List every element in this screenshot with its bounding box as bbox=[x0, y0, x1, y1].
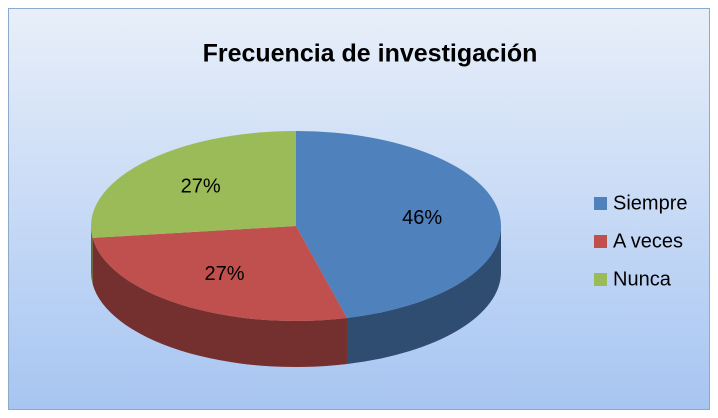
pie-sides bbox=[91, 226, 501, 368]
data-label: 27% bbox=[181, 175, 221, 197]
side-shade bbox=[92, 237, 347, 368]
pie-slice bbox=[92, 226, 347, 322]
legend: Siempre A veces Nunca bbox=[594, 192, 687, 290]
side-shade bbox=[346, 226, 501, 365]
chart-title: Frecuencia de investigación bbox=[203, 40, 538, 68]
side-shade bbox=[91, 226, 93, 284]
pie-tops bbox=[91, 130, 502, 322]
data-labels: 46% 27% 27% bbox=[181, 175, 443, 285]
pie-side bbox=[346, 226, 501, 365]
legend-label: Siempre bbox=[613, 192, 687, 214]
pie-slice bbox=[296, 131, 502, 319]
pie-side bbox=[91, 226, 93, 284]
legend-label: Nunca bbox=[613, 268, 672, 290]
legend-label: A veces bbox=[613, 230, 683, 252]
pie-side bbox=[92, 237, 347, 368]
data-label: 27% bbox=[205, 263, 245, 285]
legend-swatch bbox=[594, 235, 607, 248]
data-label: 46% bbox=[402, 207, 442, 229]
legend-swatch bbox=[594, 273, 607, 286]
legend-swatch bbox=[594, 197, 607, 210]
pie-slice bbox=[91, 130, 296, 238]
